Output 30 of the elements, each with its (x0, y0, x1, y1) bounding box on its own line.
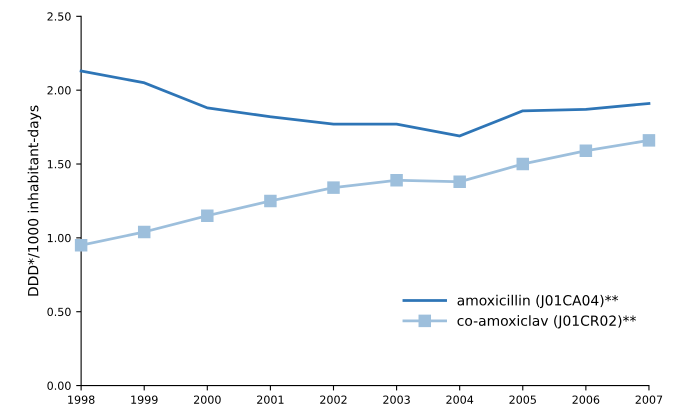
point (390, 174, 403, 187)
x-tick-label: 1999 (131, 395, 158, 404)
x-tick-label: 1998 (68, 395, 94, 404)
x-tick-label: 2000 (194, 395, 221, 404)
y-tick-label: 1.00 (48, 234, 71, 242)
point (516, 158, 530, 170)
point (201, 209, 214, 222)
x-tick-label: 2007 (636, 395, 662, 404)
x-tick-label: 2003 (383, 395, 410, 404)
x-tick-label: 2004 (446, 395, 474, 404)
x-tick-label: 2006 (572, 395, 600, 404)
line-series (80, 70, 650, 138)
x-tick-label: 2002 (320, 395, 347, 404)
y-tick-label: 1.50 (48, 160, 71, 168)
point (580, 144, 592, 157)
y-axis-title: DDD*/1000 inhabitant-days (28, 106, 42, 296)
y-tick-label: 2.50 (47, 12, 71, 21)
point (327, 181, 340, 194)
legend-label: co-amoxiclav (J01CR02)** (457, 315, 636, 329)
point (453, 175, 466, 188)
legend-label: amoxicillin (J01CA04)** (458, 294, 618, 308)
y-tick-label: 2.00 (47, 86, 71, 95)
point (74, 239, 88, 252)
x-tick-label: 2005 (509, 395, 536, 404)
point (642, 134, 656, 147)
y-tick-label: 0.50 (47, 308, 71, 316)
y-tick-label: 0.00 (47, 382, 71, 390)
point (138, 226, 150, 238)
point (264, 194, 277, 208)
x-tick-label: 2001 (257, 395, 284, 404)
